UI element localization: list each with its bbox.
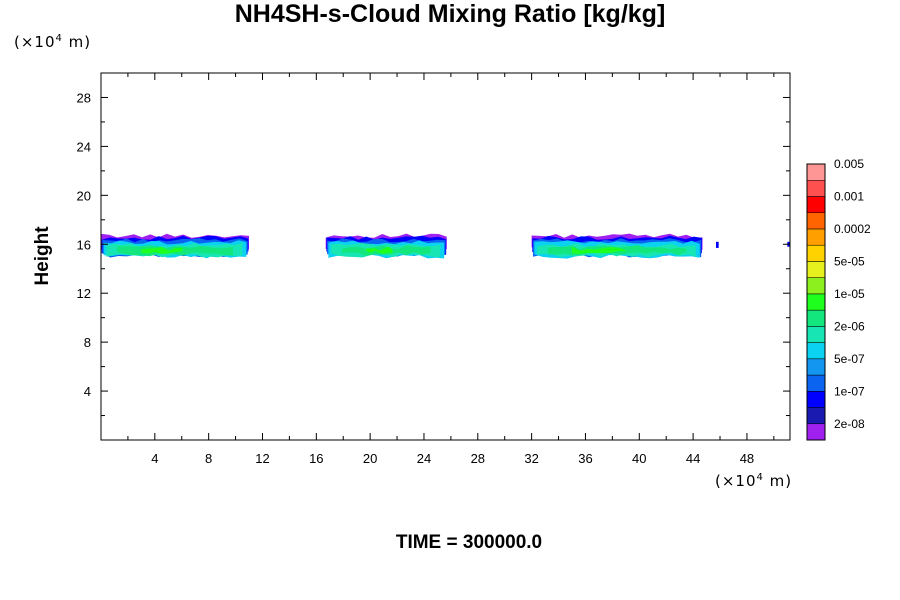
colorbar-label: 1e-07 [834,384,865,398]
colorbar-swatch [806,244,826,262]
colorbar-frame [806,163,826,441]
cloud-core [366,246,393,254]
x-tick-label: 12 [255,451,269,466]
colorbar-swatch [806,358,826,376]
chart-title: NH4SH-s-Cloud Mixing Ratio [kg/kg] [234,0,666,28]
y-tick-label: 12 [77,286,91,301]
plot-frame [100,72,791,441]
colorbar-swatch [806,212,826,230]
colorbar-swatch [806,374,826,392]
colorbar-swatch [806,342,826,360]
colorbar-label: 0.001 [834,189,864,203]
colorbar-label: 5e-07 [834,352,865,366]
cloud-fragment [715,241,719,248]
colorbar-label: 5e-05 [834,254,865,268]
colorbar-label: 0.0002 [834,222,871,236]
colorbar-swatch [806,277,826,295]
x-axis-unit: (×104 m) [715,472,793,490]
x-tick-label: 28 [471,451,485,466]
colorbar-label: 0.005 [834,157,864,171]
x-tick-label: 40 [632,451,646,466]
x-tick-label: 48 [740,451,754,466]
colorbar-label: 1e-05 [834,287,865,301]
x-tick-label: 32 [524,451,538,466]
y-axis-unit: (×104 m) [14,33,92,51]
colorbar-swatch [806,261,826,278]
colorbar-label: 2e-06 [834,319,865,333]
y-tick-label: 16 [77,237,91,252]
colorbar-swatch [806,309,826,327]
x-tick-label: 36 [578,451,592,466]
cloud-core [572,246,626,254]
y-tick-label: 24 [77,139,91,154]
time-label: TIME = 300000.0 [395,532,543,553]
colorbar-swatch [806,179,826,197]
colorbar-swatch [806,163,826,181]
colorbar-swatch [806,293,826,311]
x-tick-label: 16 [309,451,323,466]
x-tick-label: 20 [363,451,377,466]
y-tick-label: 8 [84,335,91,350]
cloud-core [141,247,183,254]
y-tick-label: 4 [84,384,91,399]
x-tick-label: 44 [686,451,700,466]
x-tick-label: 8 [205,451,212,466]
y-tick-label: 20 [77,188,91,203]
cloud-field [101,233,790,259]
colorbar-swatch [806,228,826,246]
colorbar-swatch [806,196,826,213]
colorbar-swatch [806,423,826,441]
colorbar-label: 2e-08 [834,417,865,431]
y-tick-label: 28 [77,90,91,105]
x-tick-label: 24 [417,451,431,466]
colorbar-swatch [806,407,826,425]
colorbar-swatch [806,326,826,343]
x-tick-label: 4 [151,451,158,466]
colorbar-legend: 2e-08 1e-07 5e-07 2e-06 1e-05 5e-05 0.0002 0.00… [806,157,871,441]
colorbar-swatch [806,391,826,408]
